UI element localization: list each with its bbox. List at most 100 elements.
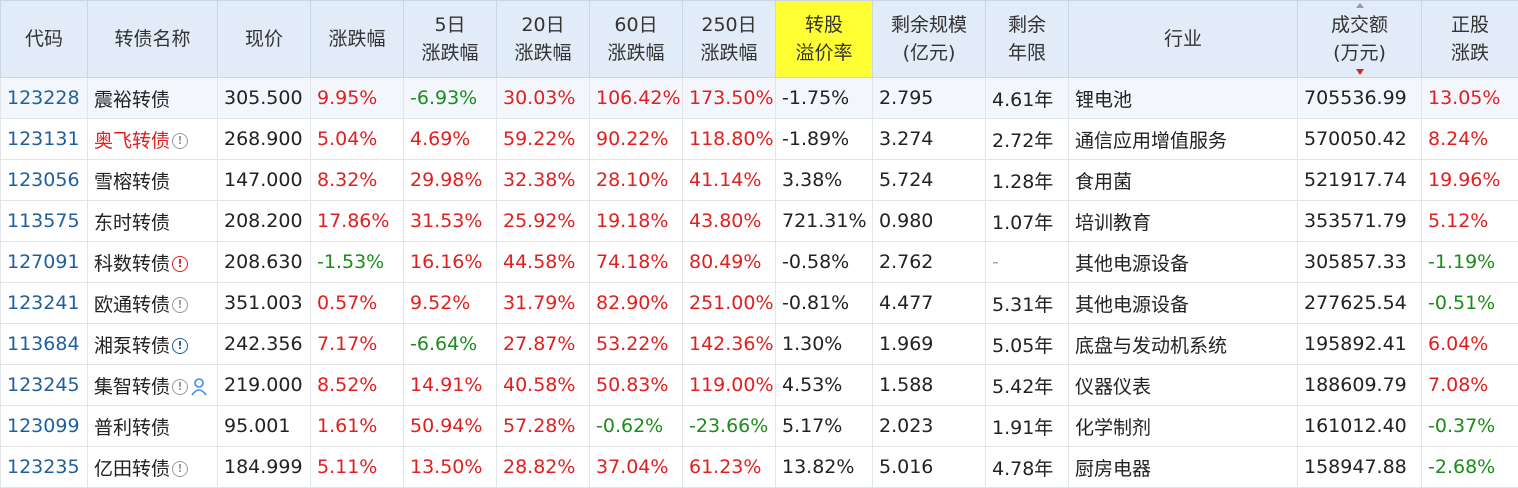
column-header[interactable]: 5日 涨跌幅 (403, 0, 497, 78)
column-header[interactable]: 涨跌幅 (310, 0, 404, 78)
cell-text: 28.82% (503, 456, 576, 478)
table-cell: 5.11% (310, 446, 404, 488)
column-header[interactable]: 250日 涨跌幅 (682, 0, 776, 78)
table-cell: 268.900 (217, 118, 311, 160)
table-cell: 118.80% (682, 118, 776, 160)
column-header[interactable]: 剩余规模 (亿元) (872, 0, 986, 78)
cell-text: 219.000 (224, 374, 303, 396)
table-cell: 2.72年 (985, 118, 1069, 160)
column-header[interactable]: 转债名称 (87, 0, 218, 78)
table-cell: 208.630 (217, 241, 311, 283)
info-icon[interactable]: ! (172, 379, 189, 395)
table-cell: 57.28% (496, 405, 590, 447)
cell-text: 培训教育 (1075, 211, 1152, 234)
table-cell: 242.356 (217, 323, 311, 365)
table-cell: 底盘与发动机系统 (1068, 323, 1298, 365)
table-cell: 1.588 (872, 364, 986, 406)
table-cell: 31.53% (403, 200, 497, 242)
table-row[interactable]: 123228 震裕转债 305.500 9.95% -6.93% 30.03% 106.42… (0, 77, 1518, 119)
table-cell: 湘泵转债! (87, 323, 218, 365)
cell-text: 184.999 (224, 456, 303, 478)
table-cell: 30.03% (496, 77, 590, 119)
table-cell: 6.04% (1421, 323, 1518, 365)
table-cell: 4.78年 (985, 446, 1069, 488)
cell-text: 32.38% (503, 169, 576, 191)
table-cell: 5.016 (872, 446, 986, 488)
column-header[interactable]: 60日 涨跌幅 (589, 0, 683, 78)
column-header[interactable]: 正股 涨跌 (1421, 0, 1518, 78)
table-cell: 8.24% (1421, 118, 1518, 160)
cell-text: 13.05% (1428, 87, 1501, 109)
table-row[interactable]: 123245 集智转债! 219.000 8.52% 14.91% 40.58% 50.83… (0, 364, 1518, 406)
cell-text: 705536.99 (1304, 87, 1407, 109)
cell-text: 28.10% (596, 169, 669, 191)
cell-text: 锂电池 (1075, 88, 1133, 111)
column-header[interactable]: 20日 涨跌幅 (496, 0, 590, 78)
table-cell: 74.18% (589, 241, 683, 283)
header-text: 正股 (1450, 14, 1489, 36)
cell-text: 30.03% (503, 87, 576, 109)
cell-text: 242.356 (224, 333, 303, 355)
table-cell: 161012.40 (1297, 405, 1422, 447)
info-icon[interactable]: ! (172, 338, 189, 354)
cell-text: 9.95% (317, 87, 378, 109)
cell-text: 161012.40 (1304, 415, 1407, 437)
info-icon[interactable]: ! (172, 256, 189, 272)
table-cell: 158947.88 (1297, 446, 1422, 488)
info-icon[interactable]: ! (172, 297, 189, 313)
table-row[interactable]: 127091 科数转债! 208.630 -1.53% 16.16% 44.58% 74.1… (0, 241, 1518, 283)
table-cell: 5.724 (872, 159, 986, 201)
cell-text: 科数转债 (94, 252, 171, 275)
cell-text: 90.22% (596, 128, 669, 150)
column-header[interactable]: 现价 (217, 0, 311, 78)
table-cell: 3.274 (872, 118, 986, 160)
column-header[interactable]: 剩余 年限 (985, 0, 1069, 78)
table-row[interactable]: 113684 湘泵转债! 242.356 7.17% -6.64% 27.87% 53.22… (0, 323, 1518, 365)
info-icon[interactable]: ! (172, 461, 189, 477)
table-cell: 119.00% (682, 364, 776, 406)
table-row[interactable]: 123235 亿田转债! 184.999 5.11% 13.50% 28.82% 37.04… (0, 446, 1518, 488)
table-cell: 305.500 (217, 77, 311, 119)
cell-text: -1.89% (782, 128, 850, 150)
table-row[interactable]: 123099 普利转债 95.001 1.61% 50.94% 57.28% -0.62% -… (0, 405, 1518, 447)
cell-text: 0.980 (879, 210, 934, 232)
table-cell: - (985, 241, 1069, 283)
table-row[interactable]: 123241 欧通转债! 351.003 0.57% 9.52% 31.79% 82.90%… (0, 282, 1518, 324)
cell-text: 1.28年 (992, 170, 1054, 193)
cell-text: 127091 (7, 251, 80, 273)
column-header[interactable]: 行业 (1068, 0, 1298, 78)
sort-asc-icon[interactable] (1355, 3, 1364, 8)
header-text: 溢价率 (795, 42, 853, 64)
table-cell: 普利转债 (87, 405, 218, 447)
cell-text: 123131 (7, 128, 80, 150)
cell-text: 142.36% (689, 333, 774, 355)
table-cell: 仪器仪表 (1068, 364, 1298, 406)
table-cell: 29.98% (403, 159, 497, 201)
info-icon[interactable]: ! (172, 133, 189, 149)
header-text: 涨跌幅 (421, 42, 479, 64)
column-header[interactable]: 成交额 (万元) (1297, 0, 1422, 78)
cell-text: 厨房电器 (1075, 457, 1152, 480)
table-cell: 44.58% (496, 241, 590, 283)
cell-text: 188609.79 (1304, 374, 1407, 396)
table-cell: 113575 (0, 200, 88, 242)
table-cell: 1.28年 (985, 159, 1069, 201)
table-cell: 127091 (0, 241, 88, 283)
column-header[interactable]: 代码 (0, 0, 88, 78)
cell-text: 亿田转债 (94, 457, 171, 480)
cell-text: 7.17% (317, 333, 378, 355)
table-cell: 其他电源设备 (1068, 282, 1298, 324)
table-cell: 31.79% (496, 282, 590, 324)
cell-text: 113684 (7, 333, 80, 355)
sort-desc-icon[interactable] (1355, 69, 1364, 75)
table-cell: 106.42% (589, 77, 683, 119)
table-row[interactable]: 113575 东时转债 208.200 17.86% 31.53% 25.92% 19.18… (0, 200, 1518, 242)
table-row[interactable]: 123131 奥飞转债! 268.900 5.04% 4.69% 59.22% 90.22%… (0, 118, 1518, 160)
person-icon[interactable] (191, 378, 207, 396)
table-cell: 震裕转债 (87, 77, 218, 119)
column-header[interactable]: 转股 溢价率 (775, 0, 873, 78)
table-row[interactable]: 123056 雪榕转债 147.000 8.32% 29.98% 32.38% 28.10%… (0, 159, 1518, 201)
cell-text: 251.00% (689, 292, 774, 314)
table-cell: 1.30% (775, 323, 873, 365)
header-text: 涨跌 (1450, 42, 1489, 64)
